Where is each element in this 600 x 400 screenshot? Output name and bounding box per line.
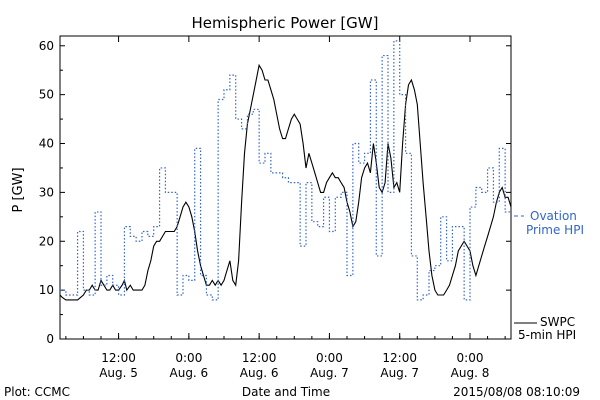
y-tick-label: 40 (39, 137, 54, 151)
legend-label-swpc: SWPC (540, 315, 575, 329)
y-tick-label: 30 (39, 185, 54, 199)
legend-label-ovation-prime: Ovation (530, 209, 577, 223)
y-tick-label: 60 (39, 39, 54, 53)
x-tick-time-label: 12:00 (382, 351, 417, 365)
y-tick-label: 50 (39, 88, 54, 102)
series-line-ovation-prime (60, 40, 511, 301)
x-tick-time-label: 0:00 (316, 351, 343, 365)
y-tick-label: 20 (39, 234, 54, 248)
x-tick-date-label: Aug. 8 (451, 366, 490, 380)
y-axis-label: P [GW] (11, 167, 26, 212)
x-tick-date-label: Aug. 5 (99, 366, 138, 380)
plot-timestamp: 2015/08/08 08:10:09 (453, 385, 580, 399)
legend-label-swpc: 5-min HPI (518, 328, 576, 342)
chart-title: Hemispheric Power [GW] (192, 14, 379, 32)
x-tick-time-label: 12:00 (242, 351, 277, 365)
y-tick-label: 10 (39, 283, 54, 297)
y-tick-label: 0 (46, 332, 54, 346)
x-tick-time-label: 12:00 (101, 351, 136, 365)
x-axis-label: Date and Time (242, 385, 330, 399)
x-tick-time-label: 0:00 (175, 351, 202, 365)
legend-label-ovation-prime: Prime HPI (526, 223, 584, 237)
x-tick-date-label: Aug. 6 (170, 366, 209, 380)
plot-frame (59, 35, 512, 340)
y-axis-ticks: 0 10 20 30 40 50 60 (39, 39, 511, 346)
x-tick-time-label: 0:00 (457, 351, 484, 365)
x-tick-date-label: Aug. 7 (310, 366, 349, 380)
x-tick-date-label: Aug. 7 (380, 366, 419, 380)
data-series (59, 40, 512, 301)
series-line-swpc (59, 63, 512, 301)
x-tick-date-label: Aug. 6 (240, 366, 279, 380)
plot-credit: Plot: CCMC (4, 385, 70, 399)
